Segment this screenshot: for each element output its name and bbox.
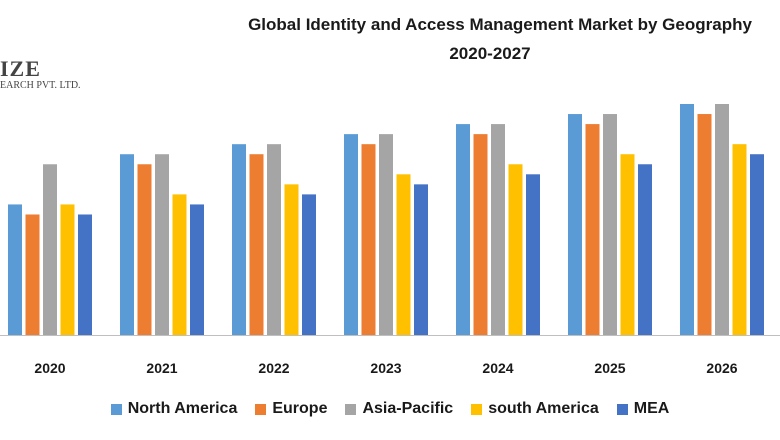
bar-asia-pacific-2022 — [267, 144, 281, 335]
bar-europe-2021 — [137, 164, 152, 335]
legend-item: MEA — [616, 400, 670, 418]
bar-asia-pacific-2026 — [715, 104, 729, 335]
x-tick-label: 2024 — [482, 360, 513, 376]
bar-asia-pacific-2024 — [491, 124, 505, 335]
bar-north-america-2024 — [456, 124, 470, 335]
bar-europe-2026 — [697, 114, 712, 335]
x-tick-label: 2021 — [146, 360, 177, 376]
legend-label: North America — [127, 400, 238, 417]
watermark-logo: IZE EARCH PVT. LTD. — [0, 56, 81, 91]
bar-north-america-2021 — [120, 154, 134, 335]
bar-mea-2020 — [78, 214, 92, 335]
bar-mea-2021 — [190, 204, 204, 335]
bar-asia-pacific-2025 — [603, 114, 617, 335]
watermark-line2: EARCH PVT. LTD. — [0, 80, 81, 91]
bar-south-america-2026 — [732, 144, 747, 335]
bar-europe-2020 — [25, 214, 40, 335]
bar-north-america-2026 — [680, 104, 694, 335]
chart-subtitle: 2020-2027 — [449, 44, 531, 63]
bar-asia-pacific-2020 — [43, 164, 57, 335]
bar-south-america-2020 — [60, 204, 75, 335]
legend-label: Europe — [272, 400, 328, 417]
bar-north-america-2023 — [344, 134, 358, 335]
legend: North America Europe Asia-Pacific south Ame… — [0, 400, 780, 418]
bar-south-america-2024 — [508, 164, 523, 335]
bar-europe-2023 — [361, 144, 376, 335]
bar-mea-2023 — [414, 184, 428, 335]
legend-item: Asia-Pacific — [345, 400, 453, 418]
legend-label: Asia-Pacific — [362, 400, 454, 417]
chart-title: Global Identity and Access Management Ma… — [248, 15, 752, 34]
x-tick-label: 2023 — [370, 360, 401, 376]
bar-mea-2024 — [526, 174, 540, 335]
bar-south-america-2022 — [284, 184, 299, 335]
bar-north-america-2022 — [232, 144, 246, 335]
bar-europe-2024 — [473, 134, 488, 335]
legend-label: MEA — [633, 400, 670, 417]
x-tick-label: 2025 — [594, 360, 625, 376]
bar-south-america-2021 — [172, 194, 187, 335]
x-tick-label: 2026 — [706, 360, 737, 376]
bar-south-america-2023 — [396, 174, 411, 335]
bar-mea-2026 — [750, 154, 764, 335]
x-tick-label: 2020 — [34, 360, 65, 376]
legend-item: North America — [110, 400, 238, 418]
x-tick-label: 2022 — [258, 360, 289, 376]
bar-north-america-2020 — [8, 204, 22, 335]
legend-swatch — [345, 403, 357, 415]
watermark-line1: IZE — [0, 56, 41, 81]
legend-swatch — [110, 403, 122, 415]
legend-swatch — [471, 403, 483, 415]
legend-swatch — [255, 403, 267, 415]
legend-label: south America — [488, 400, 599, 417]
legend-item: Europe — [255, 400, 327, 418]
bar-mea-2022 — [302, 194, 316, 335]
bar-asia-pacific-2023 — [379, 134, 393, 335]
bar-europe-2025 — [585, 124, 600, 335]
bar-europe-2022 — [249, 154, 264, 335]
bar-asia-pacific-2021 — [155, 154, 169, 335]
bar-north-america-2025 — [568, 114, 582, 335]
bar-south-america-2025 — [620, 154, 635, 335]
legend-item: south America — [471, 400, 599, 418]
bar-mea-2025 — [638, 164, 652, 335]
legend-swatch — [616, 403, 628, 415]
